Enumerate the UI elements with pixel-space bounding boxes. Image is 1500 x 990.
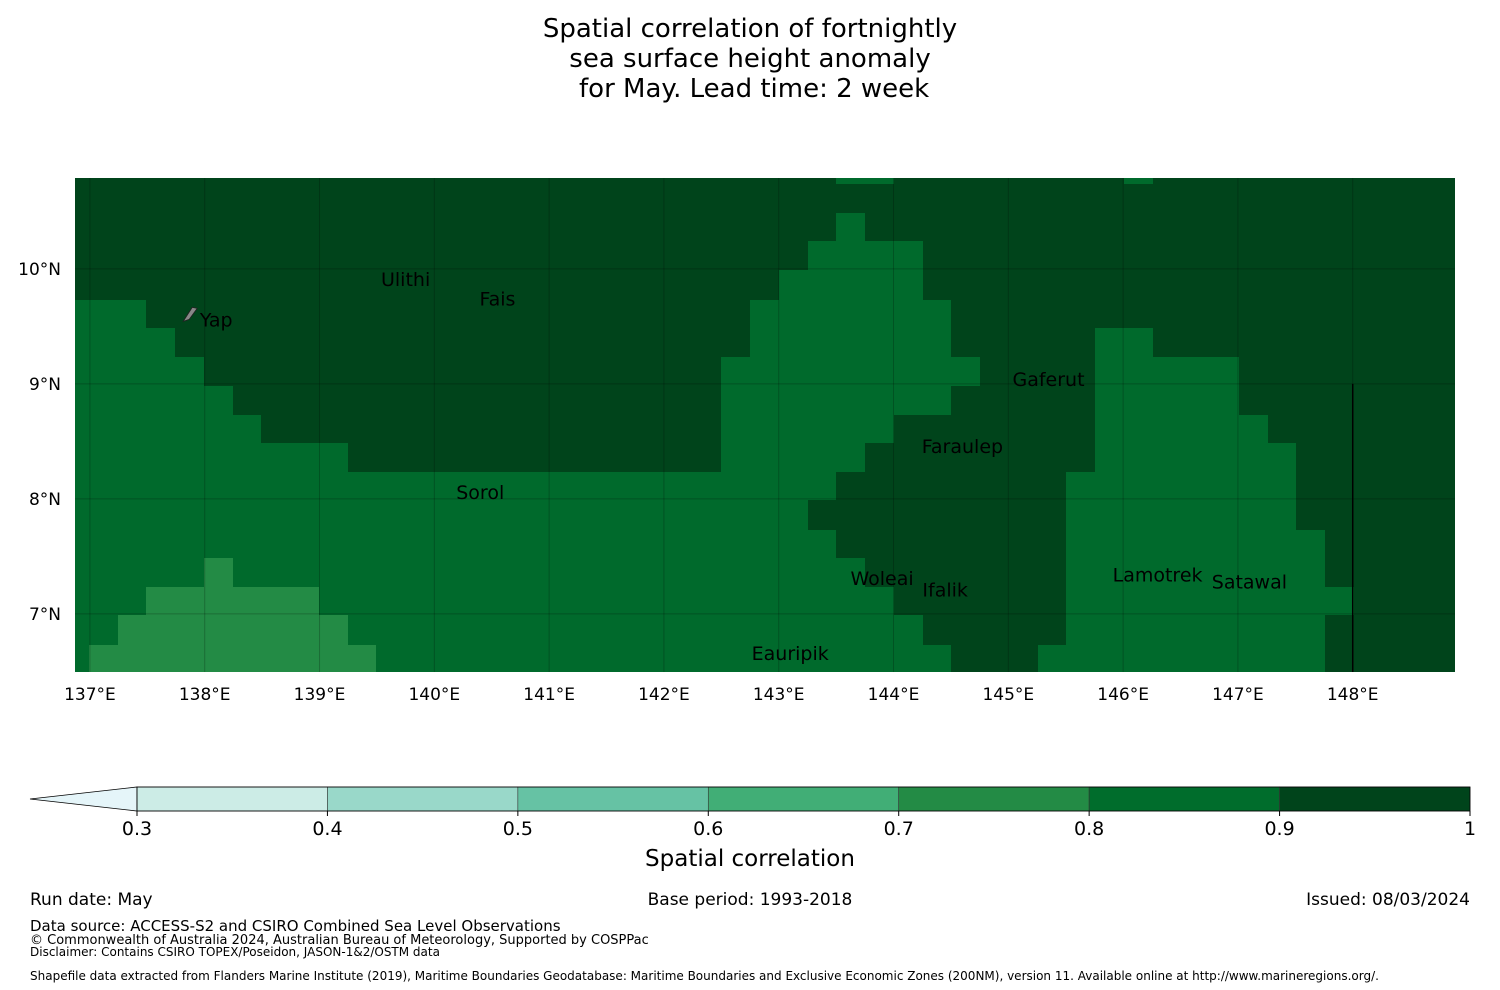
place-label-satawal: Satawal [1212,572,1287,594]
map-axis-ticks: 137°E 138°E 139°E 140°E 141°E 142°E 143°E 144°E… [18,260,1378,705]
colorbar-bin [517,786,709,812]
copyright-notice: © Commonwealth of Australia 2024, Austra… [30,933,649,948]
x-tick-label: 147°E [1212,685,1264,705]
y-tick-label: 7°N [29,605,61,625]
colorbar-bin [1088,786,1280,812]
y-tick-label: 9°N [29,375,61,395]
place-label-ifalik: Ifalik [922,580,968,602]
colorbar-tick-label: 1 [1464,818,1476,840]
place-label-faraulep: Faraulep [922,436,1003,458]
disclaimer: Disclaimer: Contains CSIRO TOPEX/Poseido… [30,945,440,959]
colorbar: 0.3 0.4 0.5 0.6 0.7 0.8 0.9 1 [29,786,1476,840]
x-tick-label: 143°E [753,685,805,705]
x-tick-label: 138°E [179,685,231,705]
x-tick-label: 139°E [294,685,346,705]
y-tick-label: 8°N [29,490,61,510]
region-0.8-0.9-top-1 [836,178,894,184]
colorbar-bin [327,786,519,812]
base-period: Base period: 1993-2018 [647,890,853,910]
place-label-fais: Fais [479,289,515,311]
run-date: Run date: May [30,890,153,910]
x-tick-label: 141°E [523,685,575,705]
colorbar-tick-label: 0.8 [1074,818,1104,840]
x-tick-label: 142°E [638,685,690,705]
title-line-1: Spatial correlation of fortnightly [542,14,958,44]
island-labels: Ulithi Fais Yap Gaferut Faraulep Sorol Woleai I… [182,269,1287,665]
place-label-gaferut: Gaferut [1012,369,1084,391]
x-tick-label: 146°E [1097,685,1149,705]
yap-island-shape [182,306,198,323]
title-line-2: sea surface height anomaly [569,44,931,74]
x-tick-label: 144°E [868,685,920,705]
region-0.7-0.8-southwest [89,558,376,672]
y-tick-label: 10°N [18,260,61,280]
place-label-sorol: Sorol [456,482,504,504]
x-tick-label: 140°E [408,685,460,705]
colorbar-bin [898,786,1090,812]
colorbar-bin [1279,786,1471,812]
place-label-woleai: Woleai [850,568,913,590]
title-line-3: for May. Lead time: 2 week [570,74,930,104]
colorbar-title: Spatial correlation [645,846,855,872]
region-0.8-0.9-west [75,213,980,672]
colorbar-extend-arrow [29,786,138,812]
region-0.8-0.9-top-2 [1124,178,1153,184]
data-source: Data source: ACCESS-S2 and CSIRO Combine… [30,917,561,935]
colorbar-tick-label: 0.5 [503,818,533,840]
x-tick-label: 145°E [982,685,1034,705]
x-tick-label: 148°E [1327,685,1379,705]
chart-title: Spatial correlation of fortnightly sea s… [0,14,1500,104]
region-0.8-0.9-east [1038,328,1354,672]
correlation-map [75,178,1455,672]
place-label-eauripik: Eauripik [752,643,829,665]
colorbar-outline [136,786,1471,812]
colorbar-tick-label: 0.6 [693,818,723,840]
colorbar-bin [707,786,900,812]
x-tick-label: 137°E [64,685,116,705]
place-label-ulithi: Ulithi [381,269,430,291]
colorbar-tick-label: 0.7 [884,818,914,840]
colorbar-bin [136,786,328,812]
colorbar-tick-label: 0.9 [1264,818,1294,840]
colorbar-tick-label: 0.3 [122,818,152,840]
place-label-lamotrek: Lamotrek [1113,565,1203,587]
colorbar-tick-label: 0.4 [312,818,342,840]
issued-date: Issued: 08/03/2024 [1306,890,1470,910]
map-gridlines [75,178,1455,672]
shapefile-credit: Shapefile data extracted from Flanders M… [30,969,1379,983]
place-label-yap: Yap [199,309,233,331]
